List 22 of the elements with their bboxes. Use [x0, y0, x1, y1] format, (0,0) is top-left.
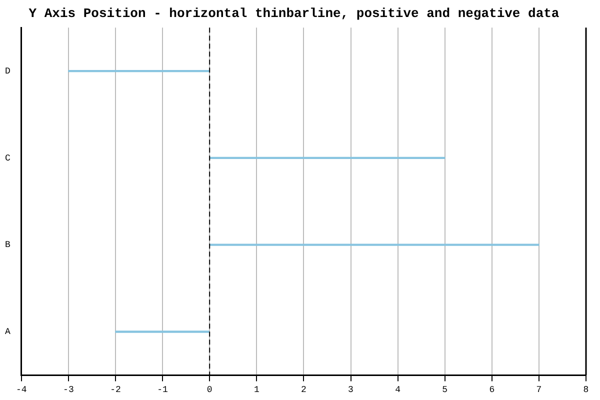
x-tick-label: -2	[110, 384, 121, 395]
x-tick-label: 3	[348, 384, 354, 395]
y-tick-label: B	[4, 240, 11, 250]
x-tick-label: -1	[157, 384, 168, 395]
x-tick-label: -3	[63, 384, 74, 395]
x-tick-label: 4	[395, 384, 401, 395]
x-tick-label: 1	[254, 384, 260, 395]
bar	[68, 70, 210, 72]
x-tick-label: 8	[583, 384, 589, 395]
bar	[210, 156, 446, 160]
x-tick-label: 0	[206, 384, 212, 395]
x-tick-label: 7	[536, 384, 542, 395]
x-tick-label: 5	[442, 384, 448, 395]
chart-title: Y Axis Position - horizontal thinbarline, positive and negative data	[28, 6, 560, 22]
y-tick-label: A	[4, 327, 11, 338]
y-tick-label: C	[4, 153, 11, 164]
bar	[210, 244, 540, 246]
x-tick-label: 6	[489, 384, 495, 395]
bar	[115, 330, 210, 333]
x-tick-label: 2	[300, 384, 306, 395]
y-tick-label: D	[4, 66, 10, 76]
x-tick-label: -4	[16, 384, 27, 395]
